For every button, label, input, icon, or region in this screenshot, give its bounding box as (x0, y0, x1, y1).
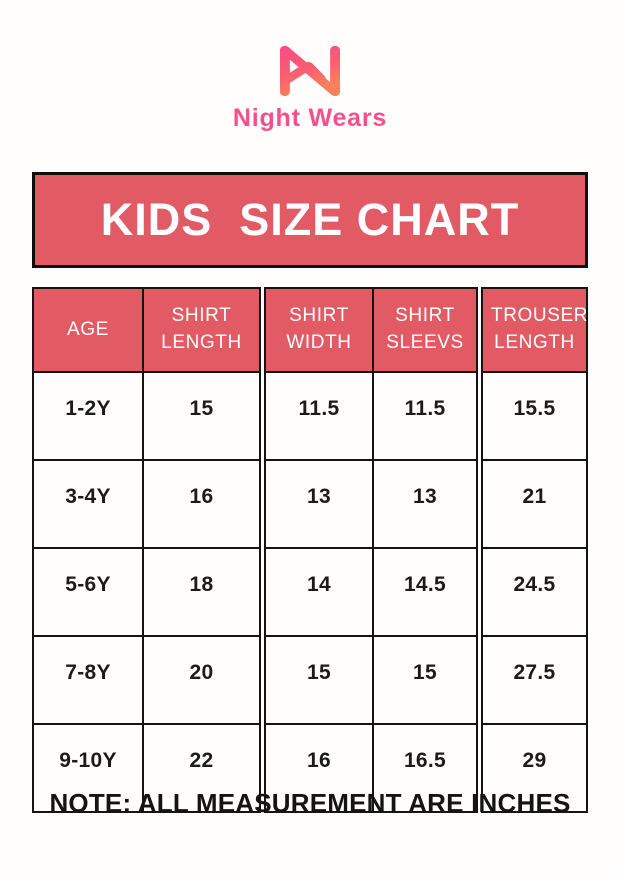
brand-name: Night Wears (232, 104, 388, 132)
cell-shirt-sleeves: 13 (372, 459, 478, 549)
table-row: 24.5 (481, 547, 588, 637)
header-row: TROUSER LENGTH (481, 287, 588, 373)
size-chart-table: AGE SHIRT LENGTH 1-2Y 15 3-4Y 16 5-6Y 18 (32, 287, 588, 813)
cell-trouser-length: 29 (481, 723, 588, 813)
cell-shirt-length: 18 (142, 547, 261, 637)
table-row: 27.5 (481, 635, 588, 725)
cell-trouser-length: 21 (481, 459, 588, 549)
brand-logo: Night Wears (0, 40, 620, 133)
cell-shirt-sleeves: 16.5 (372, 723, 478, 813)
table-row: 11.5 11.5 (264, 371, 478, 461)
cell-shirt-width: 16 (264, 723, 374, 813)
table-row: 21 (481, 459, 588, 549)
column-header-shirt-sleeves: SHIRT SLEEVS (372, 287, 478, 373)
cell-shirt-width: 11.5 (264, 371, 374, 461)
cell-trouser-length: 24.5 (481, 547, 588, 637)
cell-shirt-sleeves: 14.5 (372, 547, 478, 637)
cell-shirt-width: 15 (264, 635, 374, 725)
table-row: 5-6Y 18 (32, 547, 261, 637)
size-table-group-age-length: AGE SHIRT LENGTH 1-2Y 15 3-4Y 16 5-6Y 18 (32, 287, 261, 813)
cell-shirt-width: 13 (264, 459, 374, 549)
size-table-group-trouser: TROUSER LENGTH 15.5 21 24.5 27.5 29 (481, 287, 588, 813)
table-row: 7-8Y 20 (32, 635, 261, 725)
header-row: AGE SHIRT LENGTH (32, 287, 261, 373)
table-row: 15.5 (481, 371, 588, 461)
table-row: 15 15 (264, 635, 478, 725)
cell-age: 9-10Y (32, 723, 144, 813)
cell-trouser-length: 15.5 (481, 371, 588, 461)
table-row: 9-10Y 22 (32, 723, 261, 813)
nw-monogram-icon (279, 45, 341, 97)
cell-shirt-length: 15 (142, 371, 261, 461)
measurement-note: NOTE: ALL MEASUREMENT ARE INCHES (49, 788, 571, 818)
page-title: KIDS SIZE CHART (100, 194, 520, 245)
table-row: 13 13 (264, 459, 478, 549)
cell-age: 5-6Y (32, 547, 144, 637)
cell-shirt-sleeves: 15 (372, 635, 478, 725)
column-header-shirt-width: SHIRT WIDTH (264, 287, 374, 373)
cell-shirt-sleeves: 11.5 (372, 371, 478, 461)
cell-age: 3-4Y (32, 459, 144, 549)
table-row: 14 14.5 (264, 547, 478, 637)
cell-shirt-length: 20 (142, 635, 261, 725)
table-row: 3-4Y 16 (32, 459, 261, 549)
table-row: 1-2Y 15 (32, 371, 261, 461)
cell-age: 1-2Y (32, 371, 144, 461)
size-table-group-width-sleeves: SHIRT WIDTH SHIRT SLEEVS 11.5 11.5 13 13… (264, 287, 478, 813)
cell-shirt-length: 22 (142, 723, 261, 813)
cell-trouser-length: 27.5 (481, 635, 588, 725)
header-row: SHIRT WIDTH SHIRT SLEEVS (264, 287, 478, 373)
column-header-trouser-length: TROUSER LENGTH (481, 287, 588, 373)
cell-shirt-width: 14 (264, 547, 374, 637)
column-header-age: AGE (32, 287, 144, 373)
column-header-shirt-length: SHIRT LENGTH (142, 287, 261, 373)
cell-shirt-length: 16 (142, 459, 261, 549)
table-row: 16 16.5 (264, 723, 478, 813)
title-banner: KIDS SIZE CHART (32, 172, 588, 268)
table-row: 29 (481, 723, 588, 813)
cell-age: 7-8Y (32, 635, 144, 725)
